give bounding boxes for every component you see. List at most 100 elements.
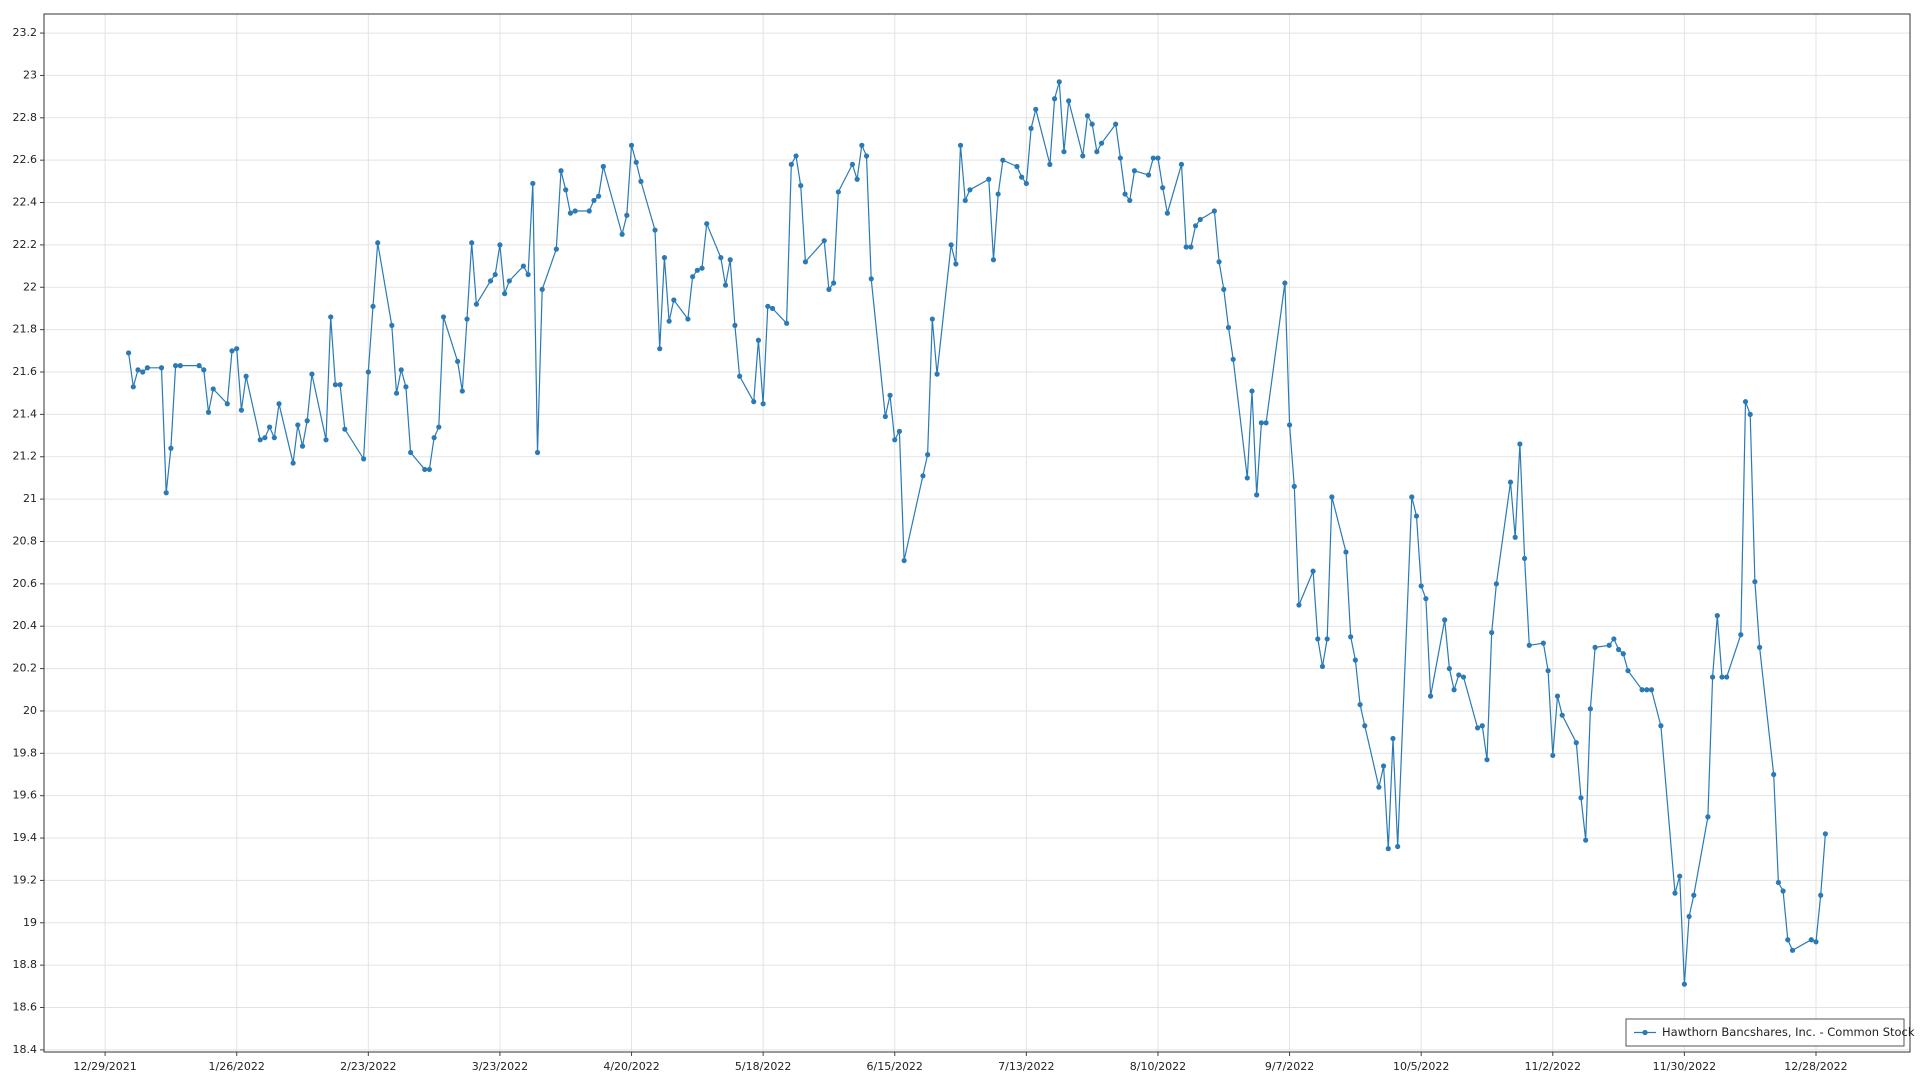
data-point bbox=[1211, 208, 1217, 214]
data-point bbox=[1606, 642, 1612, 648]
data-point bbox=[309, 371, 315, 377]
data-point bbox=[901, 557, 907, 564]
data-point bbox=[1145, 172, 1152, 178]
data-point bbox=[1098, 140, 1105, 146]
data-point bbox=[440, 314, 447, 320]
data-point bbox=[892, 437, 898, 443]
data-point bbox=[1813, 939, 1819, 945]
data-point bbox=[243, 373, 249, 379]
data-point bbox=[196, 363, 202, 369]
data-point bbox=[1155, 155, 1161, 161]
data-point bbox=[690, 274, 696, 280]
x-tick-label: 11/30/2022 bbox=[1653, 1060, 1716, 1073]
data-point bbox=[1183, 244, 1189, 250]
data-point bbox=[1493, 581, 1499, 587]
y-tick-label: 21.6 bbox=[13, 365, 38, 378]
data-point bbox=[652, 227, 658, 233]
data-point bbox=[1160, 185, 1166, 191]
legend-box bbox=[1625, 1018, 1905, 1047]
data-point bbox=[567, 210, 574, 216]
y-tick-label: 21.8 bbox=[13, 323, 38, 336]
data-point bbox=[1221, 286, 1227, 292]
data-point bbox=[1474, 725, 1481, 731]
plot-frame bbox=[43, 13, 1911, 1053]
data-point bbox=[1724, 674, 1730, 680]
data-point bbox=[1756, 644, 1763, 650]
data-point bbox=[657, 346, 663, 352]
data-point bbox=[403, 384, 409, 390]
data-point bbox=[1658, 723, 1664, 729]
data-point bbox=[1615, 646, 1622, 653]
data-point bbox=[638, 178, 644, 184]
data-point bbox=[1738, 632, 1744, 638]
y-tick-label: 18.6 bbox=[13, 1001, 38, 1014]
data-point bbox=[962, 197, 968, 204]
data-point bbox=[267, 424, 273, 430]
data-point bbox=[854, 176, 860, 182]
data-point bbox=[1456, 672, 1462, 678]
data-point bbox=[1023, 180, 1029, 187]
data-point bbox=[210, 386, 216, 392]
data-point bbox=[882, 413, 888, 420]
data-point bbox=[234, 346, 240, 352]
data-point bbox=[422, 466, 428, 473]
data-point bbox=[1672, 890, 1678, 896]
data-point bbox=[469, 240, 475, 246]
data-point bbox=[849, 161, 856, 168]
data-point bbox=[925, 452, 931, 458]
data-point bbox=[859, 142, 865, 148]
data-point bbox=[1376, 784, 1382, 790]
data-point bbox=[685, 316, 691, 322]
data-point bbox=[1451, 687, 1457, 693]
data-point bbox=[1644, 687, 1650, 693]
data-point bbox=[1418, 583, 1424, 589]
data-point bbox=[1329, 494, 1335, 500]
data-point bbox=[1526, 642, 1532, 648]
data-point bbox=[1263, 420, 1269, 426]
data-point bbox=[1620, 651, 1626, 657]
data-point bbox=[337, 382, 343, 388]
data-point bbox=[1681, 981, 1687, 987]
data-point bbox=[1709, 674, 1716, 680]
y-tick-label: 20.4 bbox=[13, 619, 38, 632]
data-point bbox=[826, 286, 832, 292]
data-point bbox=[1047, 161, 1053, 168]
data-point bbox=[835, 189, 841, 195]
data-point bbox=[1578, 795, 1584, 801]
data-point bbox=[1639, 687, 1645, 693]
data-point bbox=[1409, 494, 1415, 500]
data-point bbox=[492, 271, 498, 278]
data-point bbox=[1442, 617, 1448, 623]
data-point bbox=[1362, 723, 1368, 729]
data-point bbox=[633, 159, 639, 165]
x-tick-label: 6/15/2022 bbox=[867, 1060, 923, 1073]
data-point bbox=[1249, 388, 1255, 394]
data-point bbox=[948, 242, 954, 248]
legend-marker bbox=[1642, 1029, 1648, 1036]
data-point bbox=[798, 182, 804, 189]
x-tick-label: 3/23/2022 bbox=[472, 1060, 528, 1073]
data-point bbox=[619, 231, 625, 237]
data-point bbox=[821, 238, 827, 244]
x-tick-label: 4/20/2022 bbox=[603, 1060, 659, 1073]
data-point bbox=[1705, 814, 1711, 820]
data-point bbox=[868, 276, 874, 282]
data-point bbox=[1291, 483, 1297, 489]
data-point bbox=[1446, 665, 1452, 672]
data-point bbox=[426, 466, 433, 473]
data-point bbox=[276, 401, 282, 407]
data-point bbox=[591, 197, 597, 204]
data-point bbox=[1225, 324, 1232, 331]
data-point bbox=[671, 297, 677, 303]
y-tick-label: 19 bbox=[23, 916, 37, 929]
data-point bbox=[238, 407, 245, 413]
data-point bbox=[563, 187, 569, 193]
data-point bbox=[1061, 149, 1067, 155]
data-point bbox=[323, 437, 329, 443]
data-point bbox=[328, 314, 334, 320]
data-point bbox=[455, 358, 461, 365]
data-point bbox=[1719, 674, 1725, 680]
data-point bbox=[1019, 174, 1025, 180]
y-tick-label: 18.4 bbox=[13, 1043, 38, 1056]
data-point bbox=[168, 445, 174, 451]
